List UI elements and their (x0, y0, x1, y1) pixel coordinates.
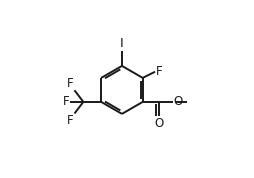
Text: F: F (62, 95, 69, 108)
Text: F: F (67, 114, 74, 127)
Text: F: F (156, 65, 162, 78)
Text: I: I (120, 37, 124, 50)
Text: F: F (67, 77, 74, 90)
Text: O: O (173, 95, 183, 108)
Text: O: O (154, 117, 164, 130)
